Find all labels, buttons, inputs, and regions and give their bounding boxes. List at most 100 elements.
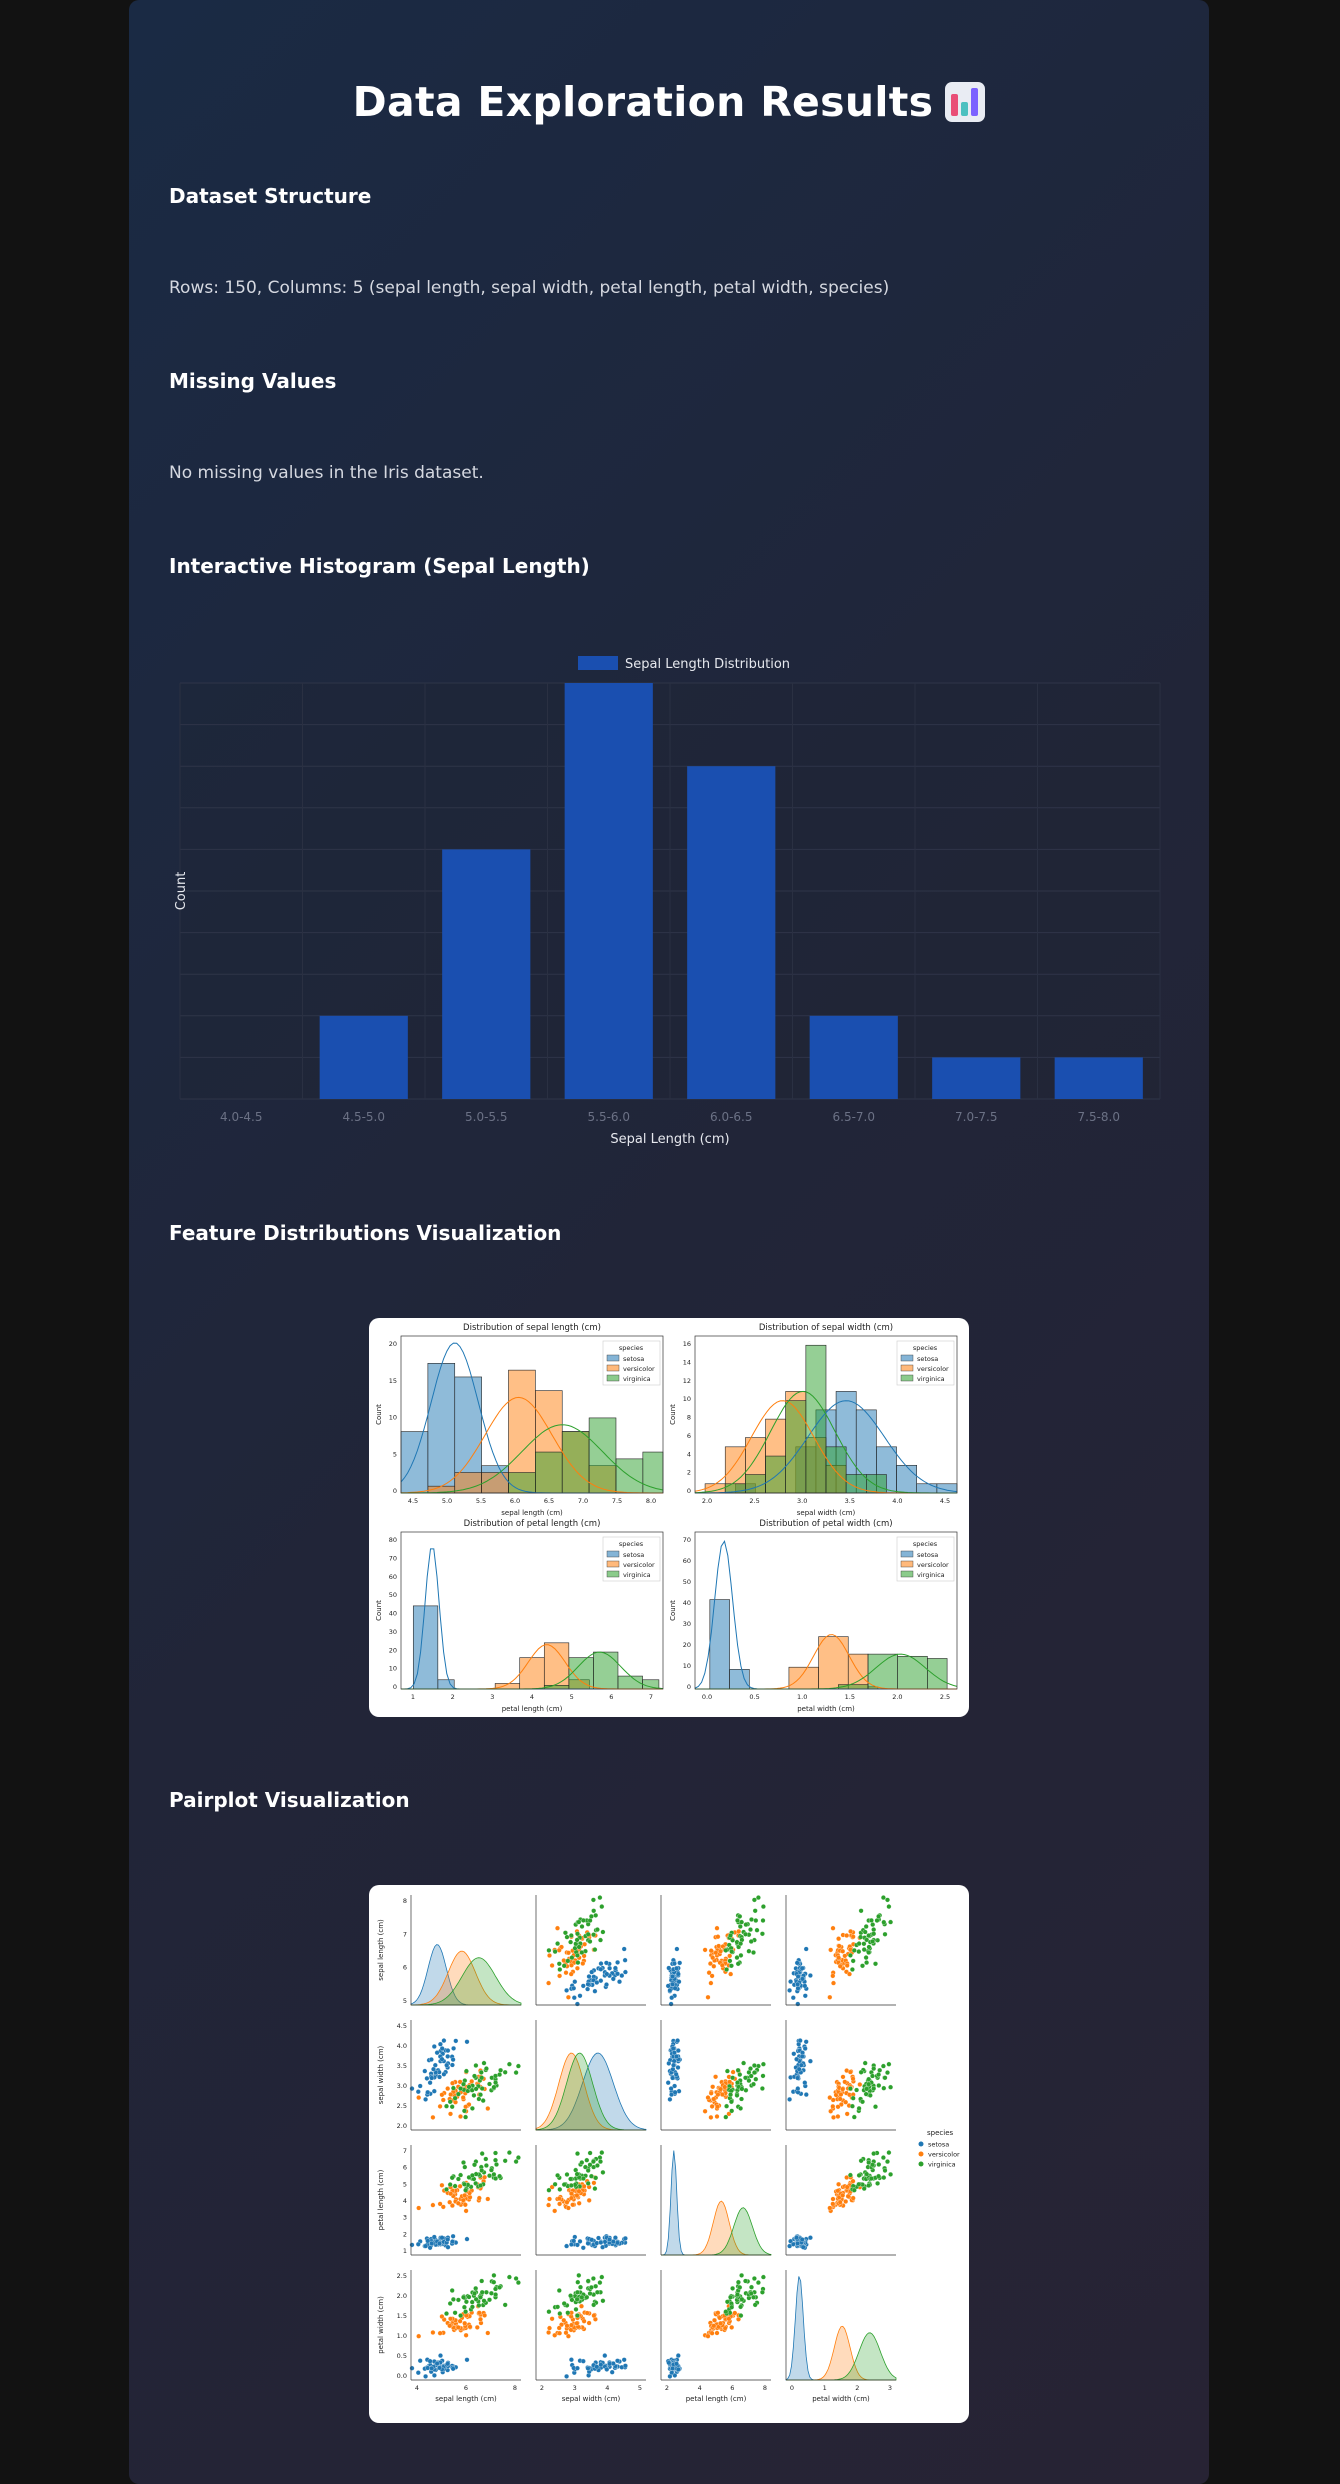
scatter-point xyxy=(727,2079,733,2085)
scatter-point xyxy=(463,2309,469,2315)
scatter-point xyxy=(838,2092,844,2097)
scatter-point xyxy=(589,1969,595,1975)
scatter-point xyxy=(585,1981,591,1987)
scatter-point xyxy=(415,2370,421,2376)
scatter-point xyxy=(481,2298,487,2304)
scatter-point xyxy=(447,2099,453,2105)
scatter-point xyxy=(415,2089,421,2095)
y-axis-label: sepal length (cm) xyxy=(377,1919,385,1981)
scatter-point xyxy=(458,2114,463,2119)
scatter-point xyxy=(759,2086,765,2091)
x-tick-label: 4.0-4.5 xyxy=(220,1110,263,1124)
scatter-point xyxy=(827,2205,833,2211)
scatter-point xyxy=(564,2373,570,2379)
scatter-point xyxy=(574,2296,580,2302)
histogram-bar xyxy=(896,1464,917,1494)
sepal-length-histogram[interactable]: 051015202530354045504.0-4.54.5-5.05.0-5.… xyxy=(169,640,1169,1155)
scatter-point xyxy=(715,2092,721,2098)
subplot-title: Distribution of petal width (cm) xyxy=(759,1519,892,1529)
histogram-bar xyxy=(809,1015,898,1099)
scatter-point xyxy=(675,2065,681,2070)
scatter-point xyxy=(579,2303,584,2309)
scatter-point xyxy=(609,2369,615,2375)
scatter-point xyxy=(886,2061,892,2067)
scatter-point xyxy=(461,2294,466,2300)
scatter-point xyxy=(726,2316,732,2322)
scatter-point xyxy=(575,1931,580,1937)
scatter-point xyxy=(727,1958,733,1964)
scatter-point xyxy=(498,2067,504,2073)
scatter-point xyxy=(862,1929,868,1935)
scatter-point xyxy=(444,2103,449,2109)
scatter-point xyxy=(447,2182,453,2188)
scatter-point xyxy=(598,2240,604,2245)
scatter-point xyxy=(555,2304,561,2310)
scatter-point xyxy=(448,2092,454,2097)
scatter-point xyxy=(586,2197,592,2203)
scatter-point xyxy=(666,2060,672,2066)
subplot-title: Distribution of petal length (cm) xyxy=(464,1519,601,1529)
scatter-point xyxy=(888,1919,894,1925)
scatter-point xyxy=(713,2074,719,2080)
y-tick-label: 10 xyxy=(683,1395,691,1403)
scatter-point xyxy=(557,2186,563,2192)
scatter-point xyxy=(457,2318,463,2324)
scatter-point xyxy=(461,2160,466,2165)
scatter-point xyxy=(427,2358,433,2364)
scatter-point xyxy=(476,2310,482,2316)
scatter-point xyxy=(590,1897,596,1903)
scatter-point xyxy=(885,2159,890,2165)
scatter-point xyxy=(569,1962,574,1968)
histogram-bar xyxy=(642,1451,664,1494)
scatter-point xyxy=(574,2001,580,2007)
scatter-point xyxy=(795,1974,801,1979)
scatter-point xyxy=(445,2048,451,2054)
y-axis-label: sepal width (cm) xyxy=(377,2045,385,2104)
scatter-point xyxy=(674,2361,679,2367)
y-tick-label: 1.5 xyxy=(397,2312,407,2320)
scatter-point xyxy=(574,2192,580,2198)
scatter-point xyxy=(868,2176,874,2181)
pairplot-cell xyxy=(660,2145,772,2256)
x-tick-label: 7.0-7.5 xyxy=(955,1110,998,1124)
histogram-bar xyxy=(765,1455,786,1494)
x-tick-label: 7.5-8.0 xyxy=(1078,1110,1121,1124)
scatter-point xyxy=(751,2070,757,2076)
scatter-point xyxy=(482,2312,488,2318)
scatter-point xyxy=(619,1973,625,1979)
scatter-point xyxy=(790,1995,796,2001)
scatter-point xyxy=(439,2235,445,2241)
scatter-point xyxy=(610,1976,616,1982)
scatter-point xyxy=(830,1925,836,1931)
scatter-point xyxy=(787,1987,793,1993)
scatter-point xyxy=(844,2111,850,2117)
scatter-point xyxy=(674,1946,680,1952)
scatter-point xyxy=(803,2092,809,2098)
scatter-point xyxy=(728,2099,734,2105)
scatter-point xyxy=(479,2278,485,2284)
scatter-point xyxy=(480,2098,486,2104)
scatter-point xyxy=(556,1947,562,1953)
scatter-point xyxy=(466,2294,472,2300)
histogram-bar xyxy=(897,1655,928,1690)
scatter-point xyxy=(871,2151,877,2157)
scatter-point xyxy=(847,1971,852,1977)
legend-label: virginica xyxy=(928,2161,956,2169)
histogram-bar xyxy=(319,1015,408,1099)
scatter-point xyxy=(577,2238,583,2244)
scatter-point xyxy=(828,2108,834,2114)
scatter-point xyxy=(795,2086,801,2092)
legend-swatch xyxy=(606,1364,620,1372)
scatter-point xyxy=(858,1908,864,1914)
scatter-point xyxy=(476,2096,482,2102)
x-tick-label: 4.5 xyxy=(408,1497,418,1505)
scatter-point xyxy=(760,2073,766,2079)
legend-swatch xyxy=(578,656,618,670)
histogram-bar xyxy=(535,1451,563,1494)
scatter-point xyxy=(738,2304,744,2310)
pairplot-cell: 2.0 2.5 3.0 3.5 4.0 4.5 sepal width (cm) xyxy=(377,2020,521,2131)
y-tick-label: 2 xyxy=(403,2230,407,2238)
scatter-point xyxy=(469,2105,475,2111)
scatter-point xyxy=(585,2180,591,2186)
axes-frame xyxy=(694,1335,958,1494)
